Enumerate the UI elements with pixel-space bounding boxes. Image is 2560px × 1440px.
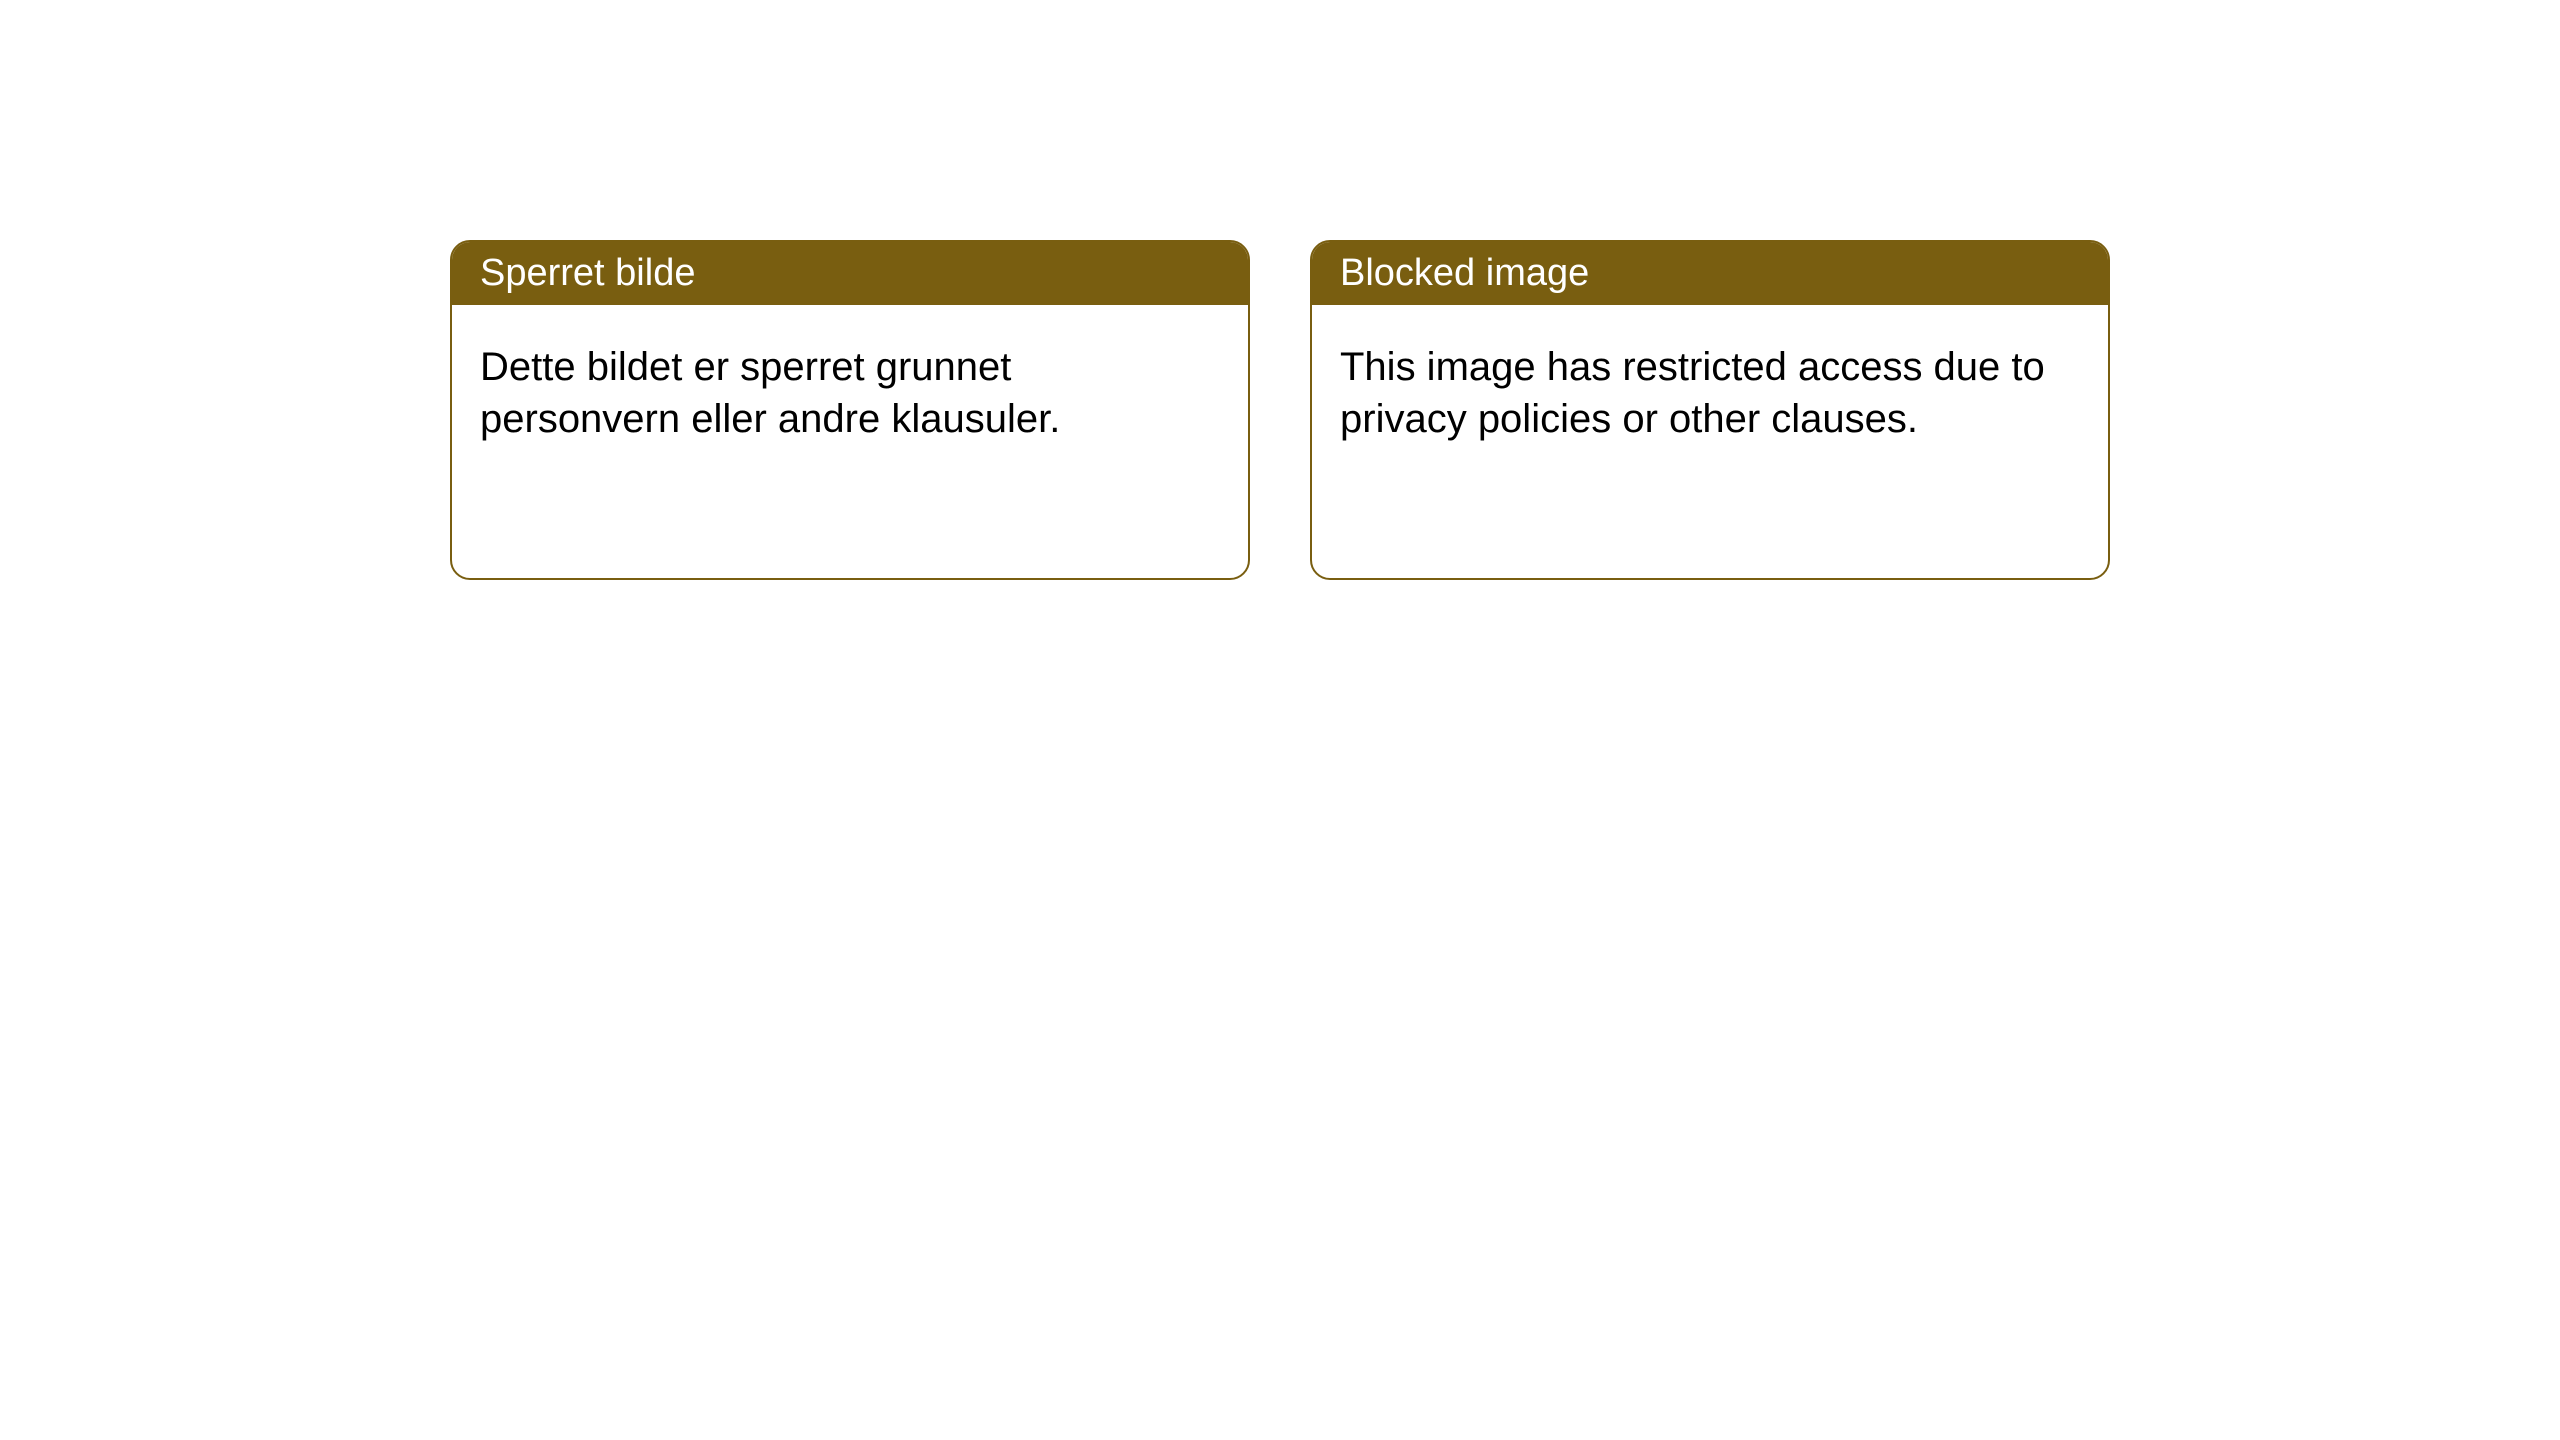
card-body-english: This image has restricted access due to … bbox=[1312, 305, 2108, 481]
notice-card-norwegian: Sperret bilde Dette bildet er sperret gr… bbox=[450, 240, 1250, 580]
notice-card-english: Blocked image This image has restricted … bbox=[1310, 240, 2110, 580]
notice-cards-container: Sperret bilde Dette bildet er sperret gr… bbox=[450, 240, 2110, 580]
card-body-norwegian: Dette bildet er sperret grunnet personve… bbox=[452, 305, 1248, 481]
card-header-english: Blocked image bbox=[1312, 242, 2108, 305]
card-header-norwegian: Sperret bilde bbox=[452, 242, 1248, 305]
